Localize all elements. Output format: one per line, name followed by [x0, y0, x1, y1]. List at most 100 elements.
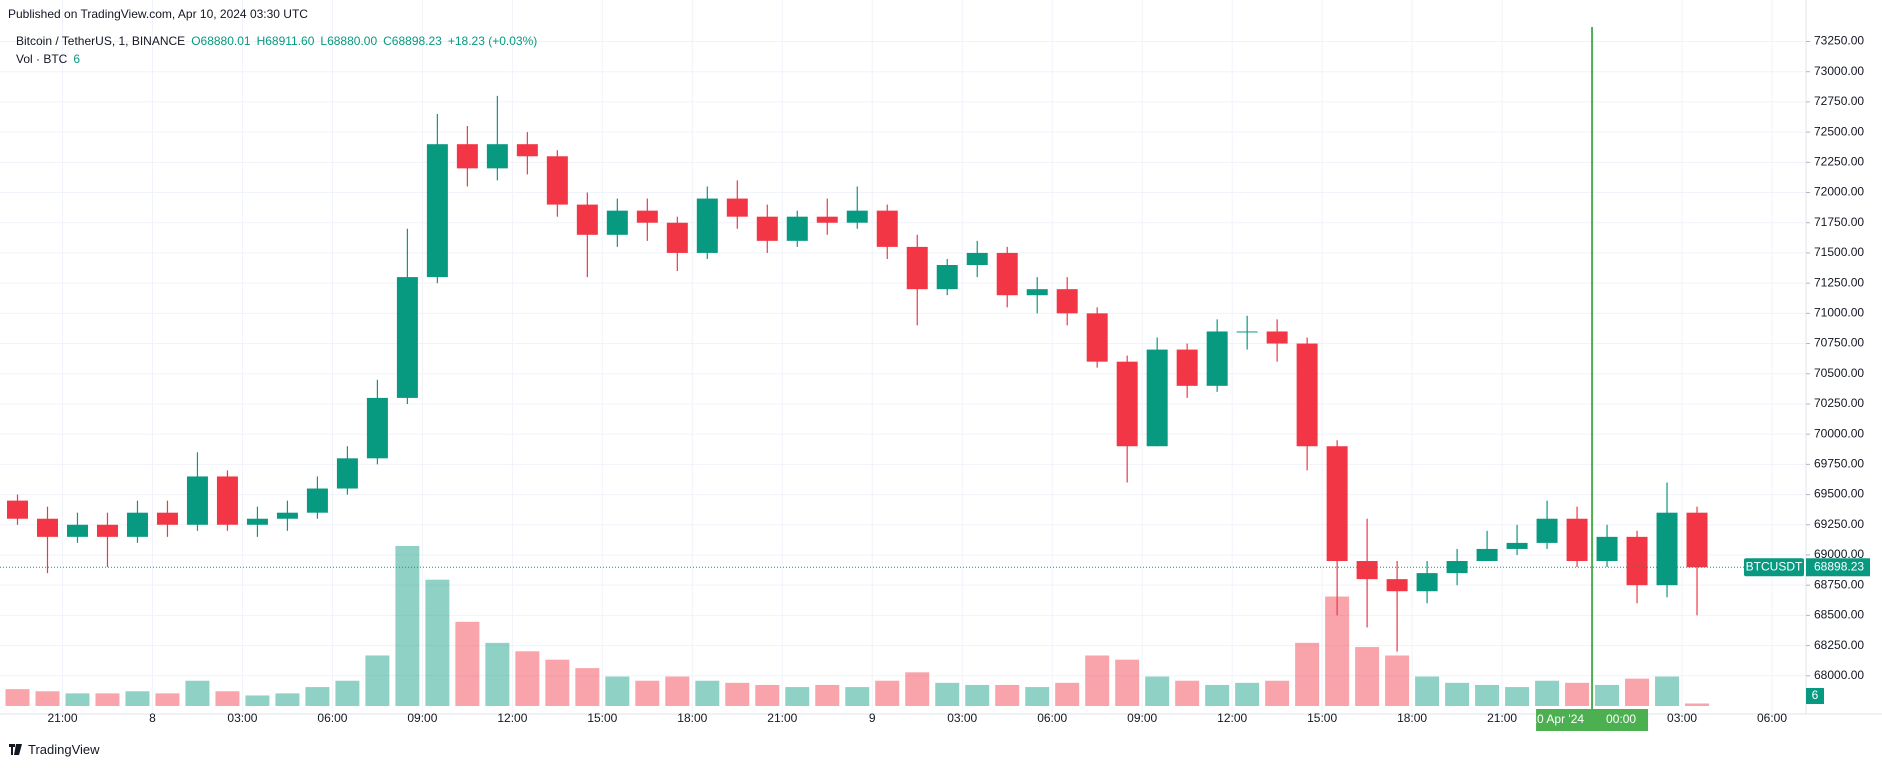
- last-price-box: [1806, 558, 1870, 577]
- x-tick-label: 21:00: [767, 711, 797, 725]
- candle-body: [906, 246, 928, 290]
- y-tick-label: 70750.00: [1814, 336, 1864, 350]
- volume-bar: [5, 689, 30, 706]
- x-tick-label: 8: [149, 711, 156, 725]
- ohlc-low: L68880.00: [320, 34, 378, 48]
- volume-bar: [1085, 655, 1110, 706]
- candle: [1116, 355, 1138, 483]
- volume-bar: [365, 655, 390, 706]
- volume-bar: [245, 695, 270, 706]
- volume-legend: Vol · BTC 6: [16, 52, 80, 66]
- candle: [726, 180, 748, 229]
- y-tick-label: 71500.00: [1814, 245, 1864, 259]
- x-tick-label: 15:00: [587, 711, 617, 725]
- volume-bar: [1265, 680, 1290, 706]
- symbol: Bitcoin / TetherUS, 1, BINANCE: [16, 34, 186, 48]
- volume-label-box: [1806, 688, 1824, 704]
- candle-body: [276, 512, 298, 519]
- volume-bar: [35, 691, 60, 706]
- volume-bar: [515, 651, 540, 706]
- x-tick-label: 21:00: [47, 711, 77, 725]
- candle-body: [636, 210, 658, 223]
- x-tick-label: 12:00: [497, 711, 527, 725]
- volume-bar: [1595, 684, 1620, 706]
- volume-bar: [395, 546, 420, 706]
- candle: [696, 186, 718, 259]
- candle: [426, 113, 448, 284]
- y-tick-label: 68000.00: [1814, 668, 1864, 682]
- candle-body: [606, 210, 628, 235]
- candle: [1206, 319, 1228, 392]
- x-tick-label: 09:00: [1127, 711, 1157, 725]
- candle: [276, 500, 298, 531]
- candle-body: [1176, 349, 1198, 386]
- volume-bar: [545, 659, 570, 706]
- symbol-label-box: [1744, 558, 1804, 577]
- candle-body: [1686, 512, 1708, 568]
- candle: [1596, 524, 1618, 568]
- volume-bar: [1445, 682, 1470, 706]
- candle: [216, 470, 238, 531]
- candle-body: [486, 144, 508, 169]
- candle: [336, 446, 358, 495]
- x-tick-label: 18:00: [677, 711, 707, 725]
- candle: [966, 240, 988, 278]
- candle: [246, 506, 268, 537]
- volume-bar: [1025, 687, 1050, 706]
- volume-bar: [305, 687, 330, 706]
- candle-body: [1476, 548, 1498, 562]
- candle-body: [306, 488, 328, 513]
- volume-bar: [965, 684, 990, 706]
- volume-bar: [455, 621, 480, 706]
- candle-body: [726, 198, 748, 217]
- y-tick-label: 68250.00: [1814, 638, 1864, 652]
- volume-bar: [1055, 682, 1080, 706]
- volume-bar: [1415, 676, 1440, 706]
- candle: [156, 500, 178, 537]
- candle-body: [1266, 331, 1288, 344]
- candle-body: [396, 277, 418, 398]
- candle: [1626, 530, 1648, 604]
- x-tick-label: 18:00: [1397, 711, 1427, 725]
- x-tick-label: 03:00: [1667, 711, 1697, 725]
- volume-bar: [935, 682, 960, 706]
- candle: [1416, 561, 1438, 604]
- volume-label: 6: [1812, 688, 1819, 702]
- candle-body: [216, 476, 238, 525]
- volume-bar: [665, 676, 690, 706]
- candle: [1506, 524, 1528, 555]
- candle-body: [156, 512, 178, 525]
- x-tick-label: 03:00: [947, 711, 977, 725]
- candle-body: [666, 222, 688, 253]
- volume-bar: [1115, 659, 1140, 706]
- volume-bar: [755, 684, 780, 706]
- candle-body: [36, 518, 58, 537]
- ohlc-open: O68880.01: [191, 34, 251, 48]
- candle: [876, 204, 898, 259]
- volume-bar: [1565, 682, 1590, 706]
- volume-bar: [1145, 676, 1170, 706]
- candle: [1446, 548, 1468, 586]
- volume-bar: [1685, 703, 1710, 706]
- candle-body: [1416, 573, 1438, 592]
- volume-bar: [425, 579, 450, 706]
- x-tick-label: 12:00: [1217, 711, 1247, 725]
- volume-bar: [1505, 687, 1530, 706]
- candle: [66, 512, 88, 543]
- volume-bar: [1355, 647, 1380, 706]
- x-tick-label: 06:00: [1037, 711, 1067, 725]
- candle: [666, 216, 688, 272]
- candle-body: [1116, 361, 1138, 447]
- candle-body: [1026, 289, 1048, 296]
- candle: [1296, 337, 1318, 471]
- candle-body: [1536, 518, 1558, 543]
- y-tick-label: 69750.00: [1814, 457, 1864, 471]
- candle-body: [1386, 579, 1408, 592]
- candle: [1026, 277, 1048, 314]
- x-tick-label: 9: [869, 711, 876, 725]
- volume-bar: [995, 684, 1020, 706]
- volume-bar: [155, 693, 180, 706]
- candle: [636, 198, 658, 241]
- volume-bar: [845, 687, 870, 706]
